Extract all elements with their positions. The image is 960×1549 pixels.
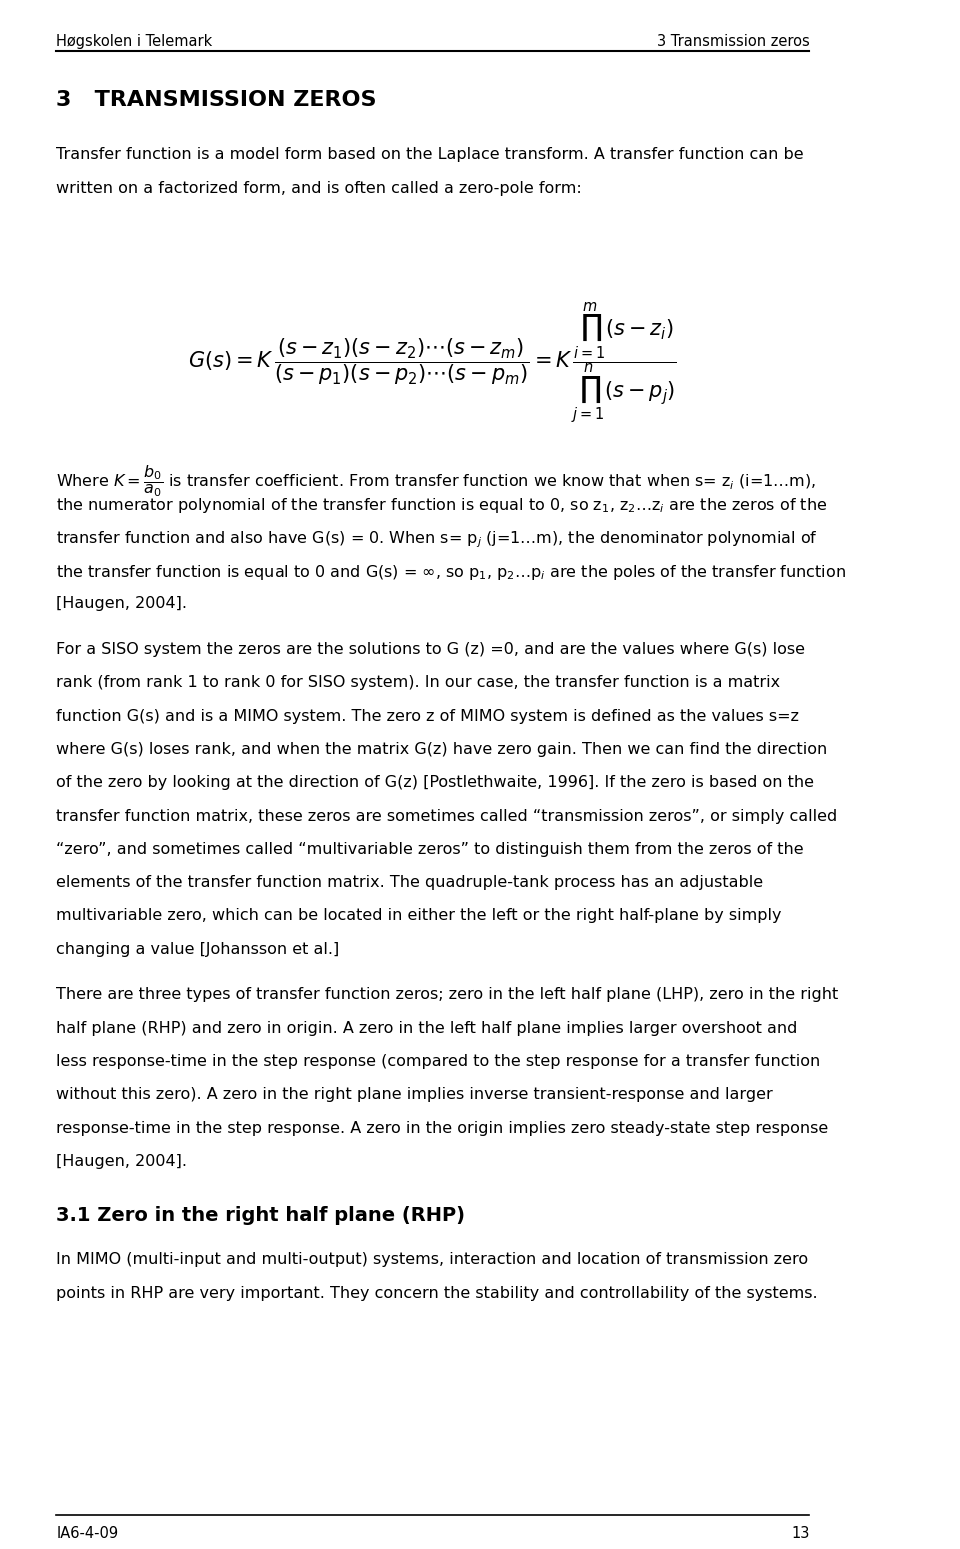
Text: [Haugen, 2004].: [Haugen, 2004]. <box>57 1154 187 1169</box>
Text: $G(s) = K\,\dfrac{(s-z_1)(s-z_2)\cdots(s-z_m)}{(s-p_1)(s-p_2)\cdots(s-p_m)}= K\,: $G(s) = K\,\dfrac{(s-z_1)(s-z_2)\cdots(s… <box>188 301 678 426</box>
Text: In MIMO (multi-input and multi-output) systems, interaction and location of tran: In MIMO (multi-input and multi-output) s… <box>57 1252 808 1267</box>
Text: Where $K = \dfrac{b_0}{a_0}$ is transfer coefficient. From transfer function we : Where $K = \dfrac{b_0}{a_0}$ is transfer… <box>57 463 816 499</box>
Text: without this zero). A zero in the right plane implies inverse transient-response: without this zero). A zero in the right … <box>57 1087 773 1103</box>
Text: response-time in the step response. A zero in the origin implies zero steady-sta: response-time in the step response. A ze… <box>57 1121 828 1135</box>
Text: Høgskolen i Telemark: Høgskolen i Telemark <box>57 34 212 50</box>
Text: where G(s) loses rank, and when the matrix G(z) have zero gain. Then we can find: where G(s) loses rank, and when the matr… <box>57 742 828 757</box>
Text: written on a factorized form, and is often called a zero-pole form:: written on a factorized form, and is oft… <box>57 181 582 197</box>
Text: multivariable zero, which can be located in either the left or the right half-pl: multivariable zero, which can be located… <box>57 908 781 923</box>
Text: For a SISO system the zeros are the solutions to G (z) =0, and are the values wh: For a SISO system the zeros are the solu… <box>57 641 805 657</box>
Text: less response-time in the step response (compared to the step response for a tra: less response-time in the step response … <box>57 1053 821 1069</box>
Text: [Haugen, 2004].: [Haugen, 2004]. <box>57 596 187 612</box>
Text: the transfer function is equal to 0 and G(s) = $\infty$, so p$_1$, p$_2$$\ldots$: the transfer function is equal to 0 and … <box>57 562 846 582</box>
Text: 3 Transmission zeros: 3 Transmission zeros <box>657 34 809 50</box>
Text: half plane (RHP) and zero in origin. A zero in the left half plane implies large: half plane (RHP) and zero in origin. A z… <box>57 1021 798 1036</box>
Text: 13: 13 <box>791 1526 809 1541</box>
Text: Transfer function is a model form based on the Laplace transform. A transfer fun: Transfer function is a model form based … <box>57 147 804 163</box>
Text: IA6-4-09: IA6-4-09 <box>57 1526 118 1541</box>
Text: function G(s) and is a MIMO system. The zero z of MIMO system is defined as the : function G(s) and is a MIMO system. The … <box>57 708 800 723</box>
Text: 3   TRANSMISSION ZEROS: 3 TRANSMISSION ZEROS <box>57 90 376 110</box>
Text: of the zero by looking at the direction of G(z) [Postlethwaite, 1996]. If the ze: of the zero by looking at the direction … <box>57 774 814 790</box>
Text: the numerator polynomial of the transfer function is equal to 0, so z$_1$, z$_2$: the numerator polynomial of the transfer… <box>57 497 828 516</box>
Text: 3.1 Zero in the right half plane (RHP): 3.1 Zero in the right half plane (RHP) <box>57 1205 466 1225</box>
Text: rank (from rank 1 to rank 0 for SISO system). In our case, the transfer function: rank (from rank 1 to rank 0 for SISO sys… <box>57 675 780 691</box>
Text: changing a value [Johansson et al.]: changing a value [Johansson et al.] <box>57 942 340 957</box>
Text: points in RHP are very important. They concern the stability and controllability: points in RHP are very important. They c… <box>57 1286 818 1301</box>
Text: elements of the transfer function matrix. The quadruple-tank process has an adju: elements of the transfer function matrix… <box>57 875 763 891</box>
Text: “zero”, and sometimes called “multivariable zeros” to distinguish them from the : “zero”, and sometimes called “multivaria… <box>57 841 804 857</box>
Text: There are three types of transfer function zeros; zero in the left half plane (L: There are three types of transfer functi… <box>57 988 838 1002</box>
Text: transfer function and also have G(s) = 0. When s= p$_j$ (j=1$\ldots$m), the deno: transfer function and also have G(s) = 0… <box>57 530 818 550</box>
Text: transfer function matrix, these zeros are sometimes called “transmission zeros”,: transfer function matrix, these zeros ar… <box>57 809 837 824</box>
